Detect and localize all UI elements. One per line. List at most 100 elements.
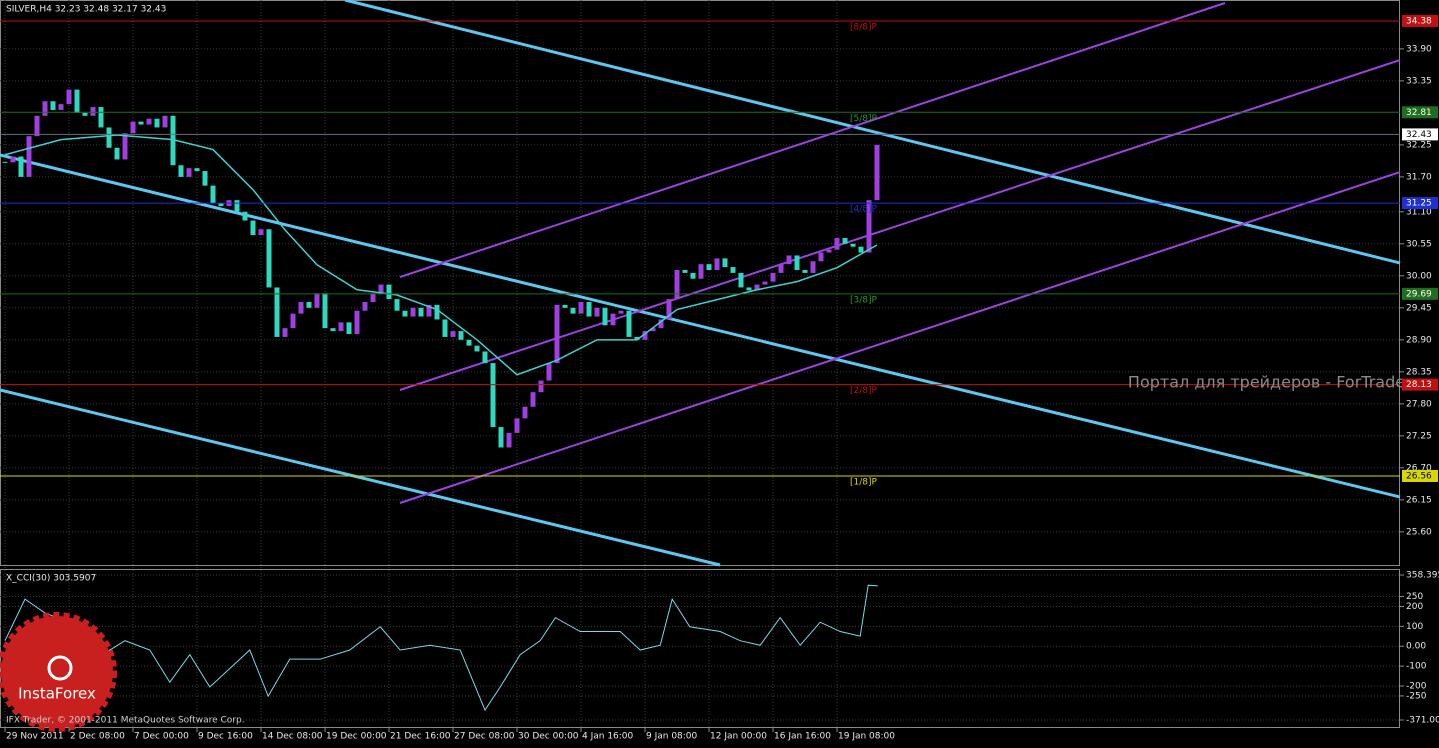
channel-line [399, 2, 1226, 278]
cci-panel-frame [0, 569, 1400, 728]
candle [466, 339, 472, 346]
candle [674, 269, 680, 300]
level-tag [1402, 287, 1438, 300]
candle [202, 171, 208, 186]
y-tick-label: 0.00 [1406, 642, 1426, 652]
level-tag [1402, 378, 1438, 391]
cci-title: X_CCI(30) 303.5907 [6, 574, 96, 584]
candle [818, 252, 824, 262]
y-tick-label: 28.35 [1406, 367, 1432, 377]
candle [410, 307, 416, 317]
candle [826, 249, 832, 253]
x-tick-label: 27 Dec 08:00 [454, 732, 515, 742]
candle [834, 237, 840, 250]
candle [522, 406, 528, 419]
candle [42, 101, 48, 116]
candle [866, 200, 872, 253]
y-tick-label: 27.80 [1406, 399, 1432, 409]
level-tag-label: 29.69 [1406, 289, 1432, 299]
candle [706, 264, 712, 270]
trend-line [0, 153, 1401, 499]
candle [538, 380, 544, 393]
level-tag-label: 28.13 [1406, 380, 1432, 390]
candle [386, 284, 392, 300]
candle [762, 281, 768, 285]
candle [274, 287, 280, 337]
candle [250, 220, 256, 236]
candle [578, 301, 584, 314]
watermark: Портал для трейдеров - ForTrader.ru [1128, 373, 1432, 392]
candle [82, 112, 88, 116]
level-tag [1402, 469, 1438, 482]
candle [146, 118, 152, 125]
candle [66, 89, 72, 105]
y-tick-label: 26.70 [1406, 463, 1432, 473]
logo-text: InstaForex [18, 685, 96, 703]
level-label: [2/8]P [850, 386, 878, 396]
y-tick-label: 30.00 [1406, 271, 1432, 281]
logo-icon [47, 655, 73, 681]
candle [698, 264, 704, 279]
candle [498, 427, 504, 448]
candle [130, 121, 136, 134]
candle [722, 258, 728, 268]
y-tick-label: 27.25 [1406, 431, 1432, 441]
candle [170, 115, 176, 166]
candle [290, 313, 296, 329]
candle [642, 331, 648, 340]
x-tick-label: 9 Dec 16:00 [198, 732, 253, 742]
x-tick-label: 9 Jan 08:00 [646, 732, 698, 742]
candle [770, 272, 776, 282]
level-tag-label: 26.56 [1406, 471, 1432, 481]
level-tag [1402, 197, 1438, 210]
candle [858, 246, 864, 253]
candle [450, 331, 456, 337]
candle [418, 307, 424, 317]
candle [266, 229, 272, 288]
candle [186, 168, 192, 177]
candle [682, 269, 688, 273]
chart-title: SILVER,H4 32.23 32.48 32.17 32.43 [6, 5, 166, 15]
candle [474, 345, 480, 352]
x-tick-label: 14 Dec 08:00 [262, 732, 323, 742]
x-tick-label: 12 Jan 00:00 [710, 732, 767, 742]
level-label: [4/8]P [850, 205, 878, 215]
candle [178, 165, 184, 177]
candle [98, 107, 104, 128]
y-tick-label: -200 [1406, 682, 1427, 692]
candle [106, 127, 112, 148]
candle [218, 203, 224, 206]
y-tick-label: 25.60 [1406, 527, 1432, 537]
candle [234, 200, 240, 212]
candle [594, 307, 600, 317]
x-tick-label: 16 Jan 16:00 [774, 732, 831, 742]
candle [50, 101, 56, 110]
y-tick-label: 26.15 [1406, 495, 1432, 505]
candle [506, 432, 512, 448]
y-tick-label: -250 [1406, 691, 1427, 701]
channel-line [399, 171, 1401, 504]
y-tick-label: 31.10 [1406, 207, 1432, 217]
candle [666, 299, 672, 320]
y-tick-label: 31.70 [1406, 172, 1432, 182]
candle [426, 304, 432, 317]
candle [738, 272, 744, 288]
candle [90, 107, 96, 116]
channel-line [399, 59, 1401, 391]
candle [610, 313, 616, 326]
y-tick-label: 358.395 [1406, 571, 1439, 581]
candle [730, 267, 736, 273]
candle [658, 319, 664, 329]
candle [546, 363, 552, 381]
y-tick-label: 32.25 [1406, 140, 1432, 150]
candle [282, 328, 288, 337]
candle [714, 258, 720, 270]
candle [434, 304, 440, 320]
candle [194, 168, 200, 172]
x-tick-label: 19 Dec 00:00 [326, 732, 387, 742]
candle [242, 211, 248, 221]
candle [850, 243, 856, 247]
candle [378, 284, 384, 294]
candle [402, 310, 408, 317]
